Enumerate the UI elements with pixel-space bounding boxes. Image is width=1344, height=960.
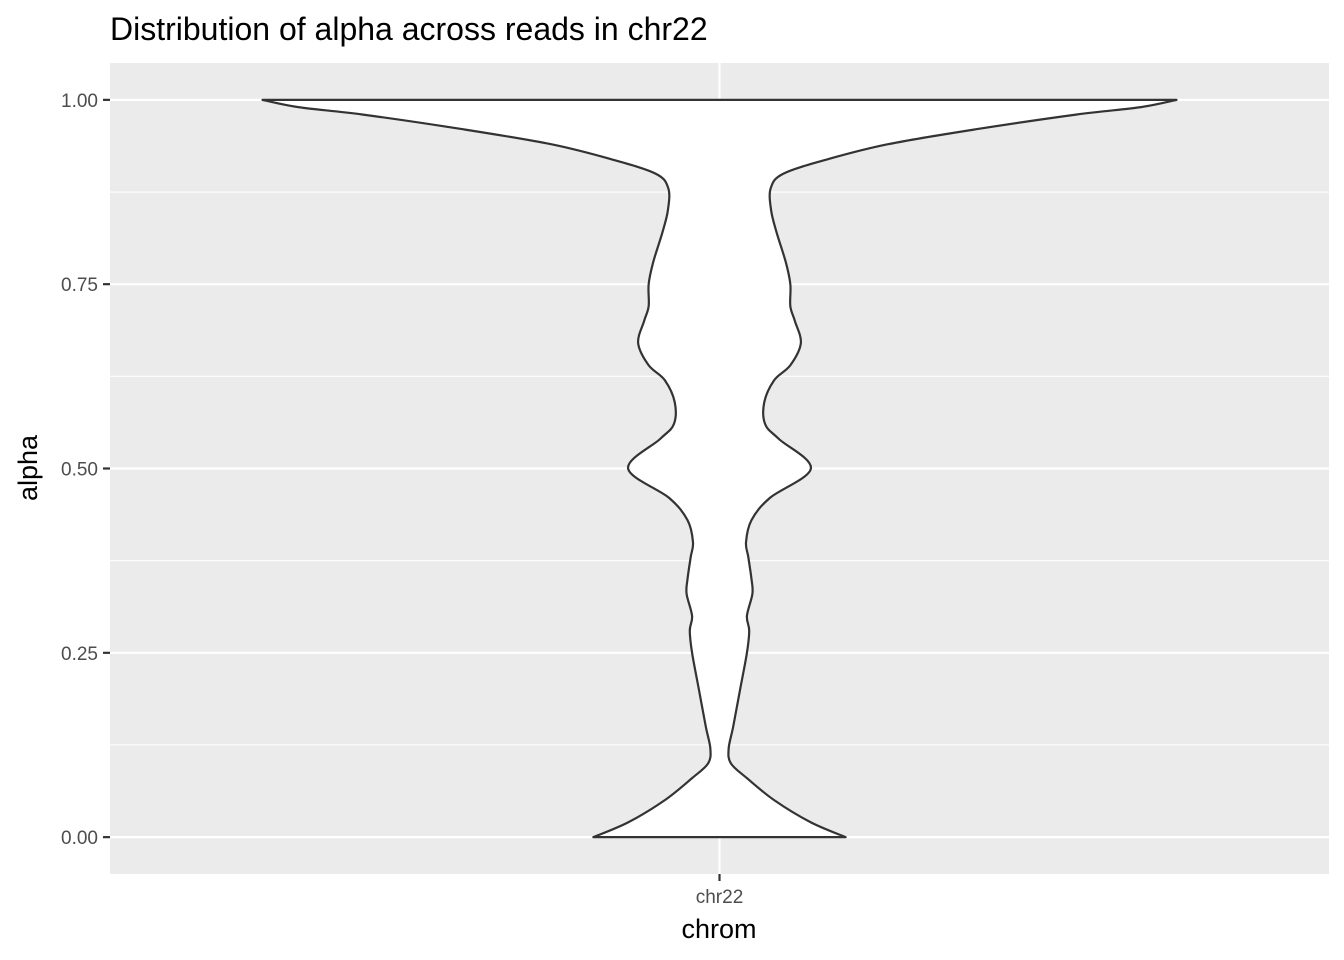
y-tick-label: 0.00	[61, 828, 98, 849]
y-axis: 0.00 0.25 0.50 0.75 1.00	[61, 91, 110, 849]
y-tick-label: 1.00	[61, 91, 98, 112]
y-tick-label: 0.25	[61, 644, 98, 665]
violin-chr22	[261, 98, 1178, 839]
y-axis-title: alpha	[13, 434, 43, 501]
y-tick-label: 0.75	[61, 275, 98, 296]
x-axis-title: chrom	[681, 914, 756, 944]
violin-layer	[261, 98, 1178, 839]
chart-title: Distribution of alpha across reads in ch…	[110, 11, 708, 47]
x-tick-label: chr22	[696, 887, 744, 908]
y-tick-label: 0.50	[61, 460, 98, 481]
x-axis: chr22	[696, 874, 744, 908]
